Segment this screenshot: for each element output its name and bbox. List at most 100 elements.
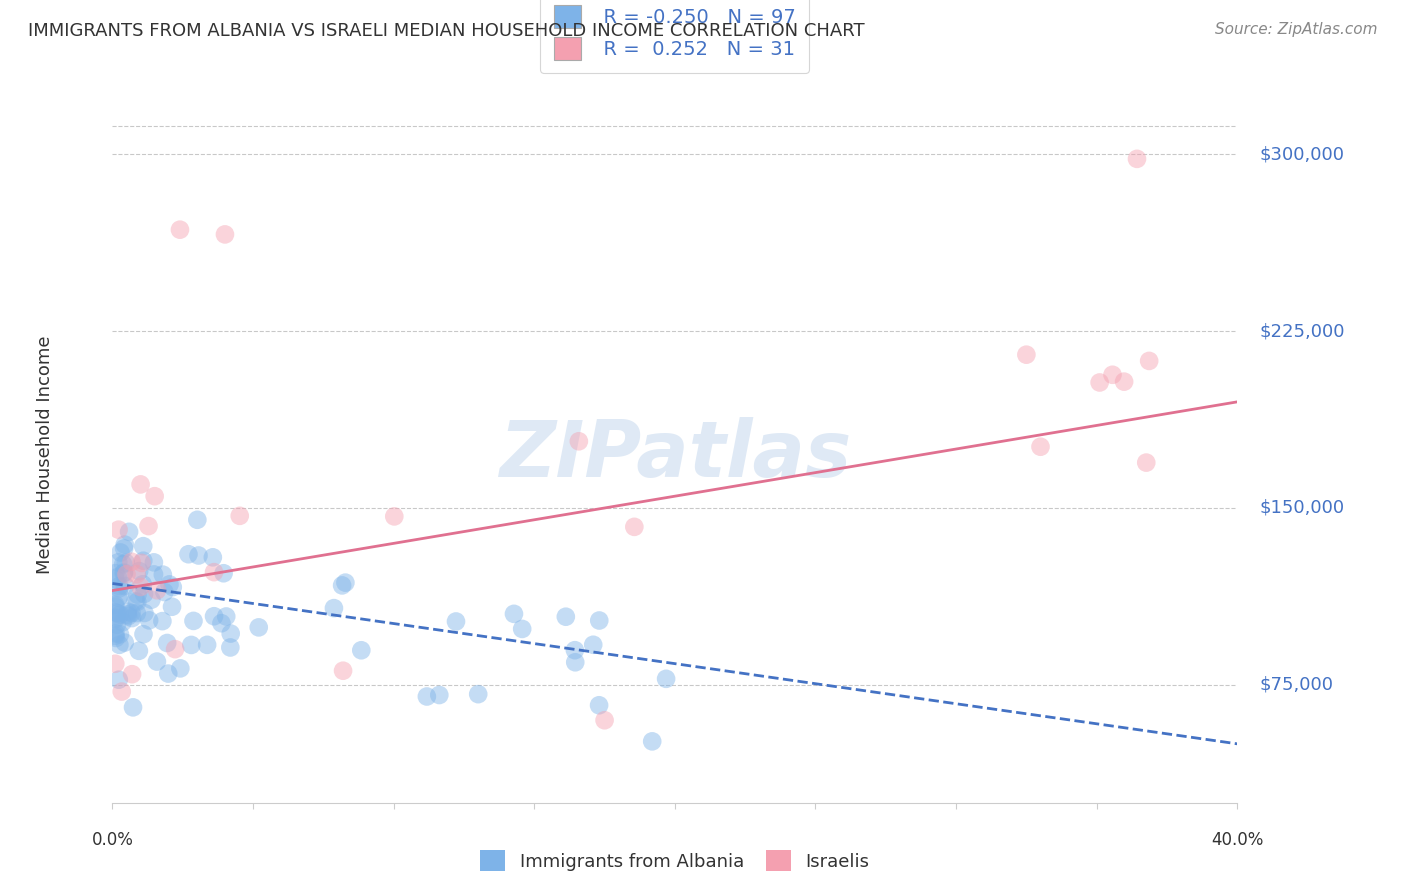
Point xyxy=(114,537,136,551)
Point xyxy=(201,550,224,565)
Point xyxy=(146,655,169,669)
Point xyxy=(582,638,605,652)
Point xyxy=(416,690,439,704)
Point xyxy=(1137,354,1160,368)
Point xyxy=(159,577,181,591)
Legend:   R = -0.250   N = 97,   R =  0.252   N = 31: R = -0.250 N = 97, R = 0.252 N = 31 xyxy=(540,0,810,73)
Point xyxy=(229,508,252,523)
Point xyxy=(330,578,353,592)
Point xyxy=(112,566,135,580)
Point xyxy=(568,434,591,449)
Text: 40.0%: 40.0% xyxy=(1211,830,1264,848)
Text: ZIPatlas: ZIPatlas xyxy=(499,417,851,493)
Point xyxy=(112,541,135,556)
Point xyxy=(1101,368,1123,382)
Point xyxy=(143,567,166,582)
Point xyxy=(111,615,134,630)
Point xyxy=(104,611,127,625)
Point xyxy=(104,631,127,645)
Point xyxy=(156,636,179,650)
Point xyxy=(105,617,128,632)
Point xyxy=(104,629,127,643)
Point xyxy=(1088,376,1111,390)
Point xyxy=(107,591,129,605)
Point xyxy=(134,606,156,620)
Point xyxy=(444,615,467,629)
Point xyxy=(104,626,127,640)
Point xyxy=(1114,375,1136,389)
Point xyxy=(131,556,153,570)
Point xyxy=(107,570,129,584)
Point xyxy=(117,607,139,622)
Point xyxy=(107,606,129,620)
Point xyxy=(183,614,205,628)
Point xyxy=(121,667,143,681)
Point xyxy=(323,601,346,615)
Point xyxy=(169,661,191,675)
Point xyxy=(132,577,155,591)
Point xyxy=(107,523,129,537)
Point xyxy=(104,566,127,581)
Point xyxy=(1135,456,1157,470)
Point xyxy=(122,700,145,714)
Point xyxy=(107,555,129,569)
Point xyxy=(125,606,148,620)
Point xyxy=(641,734,664,748)
Point xyxy=(467,687,489,701)
Point xyxy=(143,489,166,503)
Text: $150,000: $150,000 xyxy=(1260,499,1346,517)
Point xyxy=(335,575,357,590)
Point xyxy=(219,640,242,655)
Text: $225,000: $225,000 xyxy=(1260,322,1346,340)
Point xyxy=(202,609,225,624)
Point xyxy=(162,580,184,594)
Point xyxy=(180,638,202,652)
Point xyxy=(187,549,209,563)
Point xyxy=(127,588,149,602)
Point xyxy=(152,567,174,582)
Point xyxy=(152,614,174,628)
Point xyxy=(142,555,165,569)
Point xyxy=(157,666,180,681)
Point xyxy=(104,606,127,620)
Text: Median Household Income: Median Household Income xyxy=(37,335,53,574)
Point xyxy=(177,547,200,561)
Point xyxy=(129,580,152,594)
Point xyxy=(1126,152,1149,166)
Text: IMMIGRANTS FROM ALBANIA VS ISRAELI MEDIAN HOUSEHOLD INCOME CORRELATION CHART: IMMIGRANTS FROM ALBANIA VS ISRAELI MEDIA… xyxy=(28,22,865,40)
Point xyxy=(623,520,645,534)
Point xyxy=(104,612,127,626)
Point xyxy=(108,582,131,596)
Point xyxy=(1029,440,1052,454)
Point xyxy=(125,567,148,582)
Point xyxy=(564,643,586,657)
Point xyxy=(108,638,131,652)
Point xyxy=(112,566,135,581)
Point xyxy=(503,607,526,621)
Text: 0.0%: 0.0% xyxy=(91,830,134,848)
Point xyxy=(195,638,218,652)
Point xyxy=(186,513,208,527)
Point xyxy=(117,605,139,619)
Point xyxy=(215,609,238,624)
Point xyxy=(588,614,610,628)
Point xyxy=(202,565,225,579)
Point xyxy=(104,657,127,671)
Point xyxy=(332,664,354,678)
Point xyxy=(110,545,132,559)
Point xyxy=(588,698,610,713)
Point xyxy=(219,626,242,640)
Point xyxy=(117,609,139,624)
Point xyxy=(118,524,141,539)
Point xyxy=(165,642,187,657)
Point xyxy=(146,583,169,598)
Point xyxy=(114,579,136,593)
Point xyxy=(350,643,373,657)
Point xyxy=(108,579,131,593)
Point xyxy=(138,519,160,533)
Text: Source: ZipAtlas.com: Source: ZipAtlas.com xyxy=(1215,22,1378,37)
Point xyxy=(132,539,155,553)
Point xyxy=(214,227,236,242)
Point xyxy=(593,713,616,727)
Point xyxy=(108,627,131,641)
